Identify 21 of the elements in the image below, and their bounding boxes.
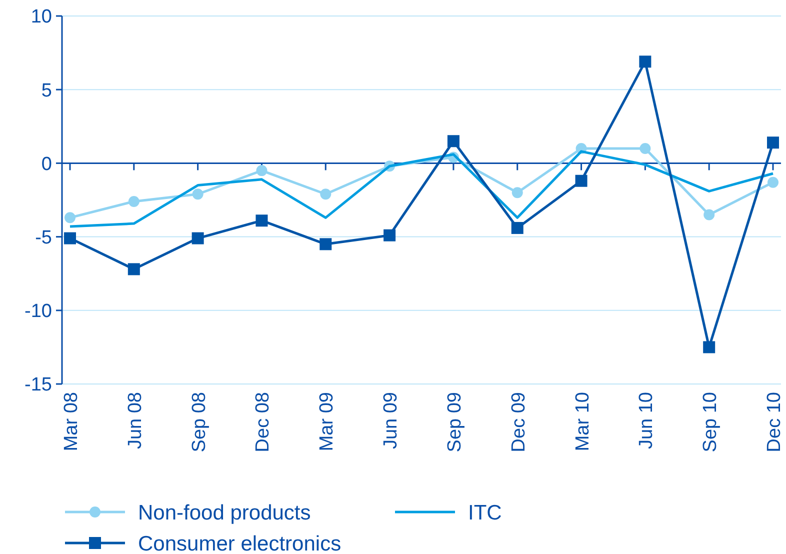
x-tick-label: Sep 09: [444, 392, 466, 452]
y-tick-label: -10: [24, 301, 52, 322]
x-tick-label: Jun 09: [380, 392, 402, 450]
y-tick-label: 10: [30, 6, 52, 28]
x-tick-label: Jun 10: [636, 392, 658, 450]
x-tick-label: Mar 09: [316, 392, 338, 452]
x-tick-label: Dec 10: [764, 392, 785, 452]
y-tick-label: 5: [41, 80, 52, 102]
x-tick-label: Sep 08: [188, 392, 210, 452]
x-tick-label: Dec 08: [252, 392, 274, 452]
x-tick-label: Dec 09: [508, 392, 530, 452]
x-tick-label: Sep 10: [700, 392, 722, 452]
legend-label: ITC: [468, 501, 502, 524]
x-tick-label: Mar 10: [572, 392, 594, 452]
y-tick-label: -5: [35, 227, 52, 248]
y-tick-label: -15: [24, 374, 52, 396]
x-tick-label: Mar 08: [61, 392, 82, 452]
legend-label: Consumer electronics: [138, 532, 342, 554]
y-tick-label: 0: [41, 154, 52, 175]
legend-label: Non-food products: [138, 501, 311, 524]
x-tick-label: Jun 08: [124, 392, 146, 450]
